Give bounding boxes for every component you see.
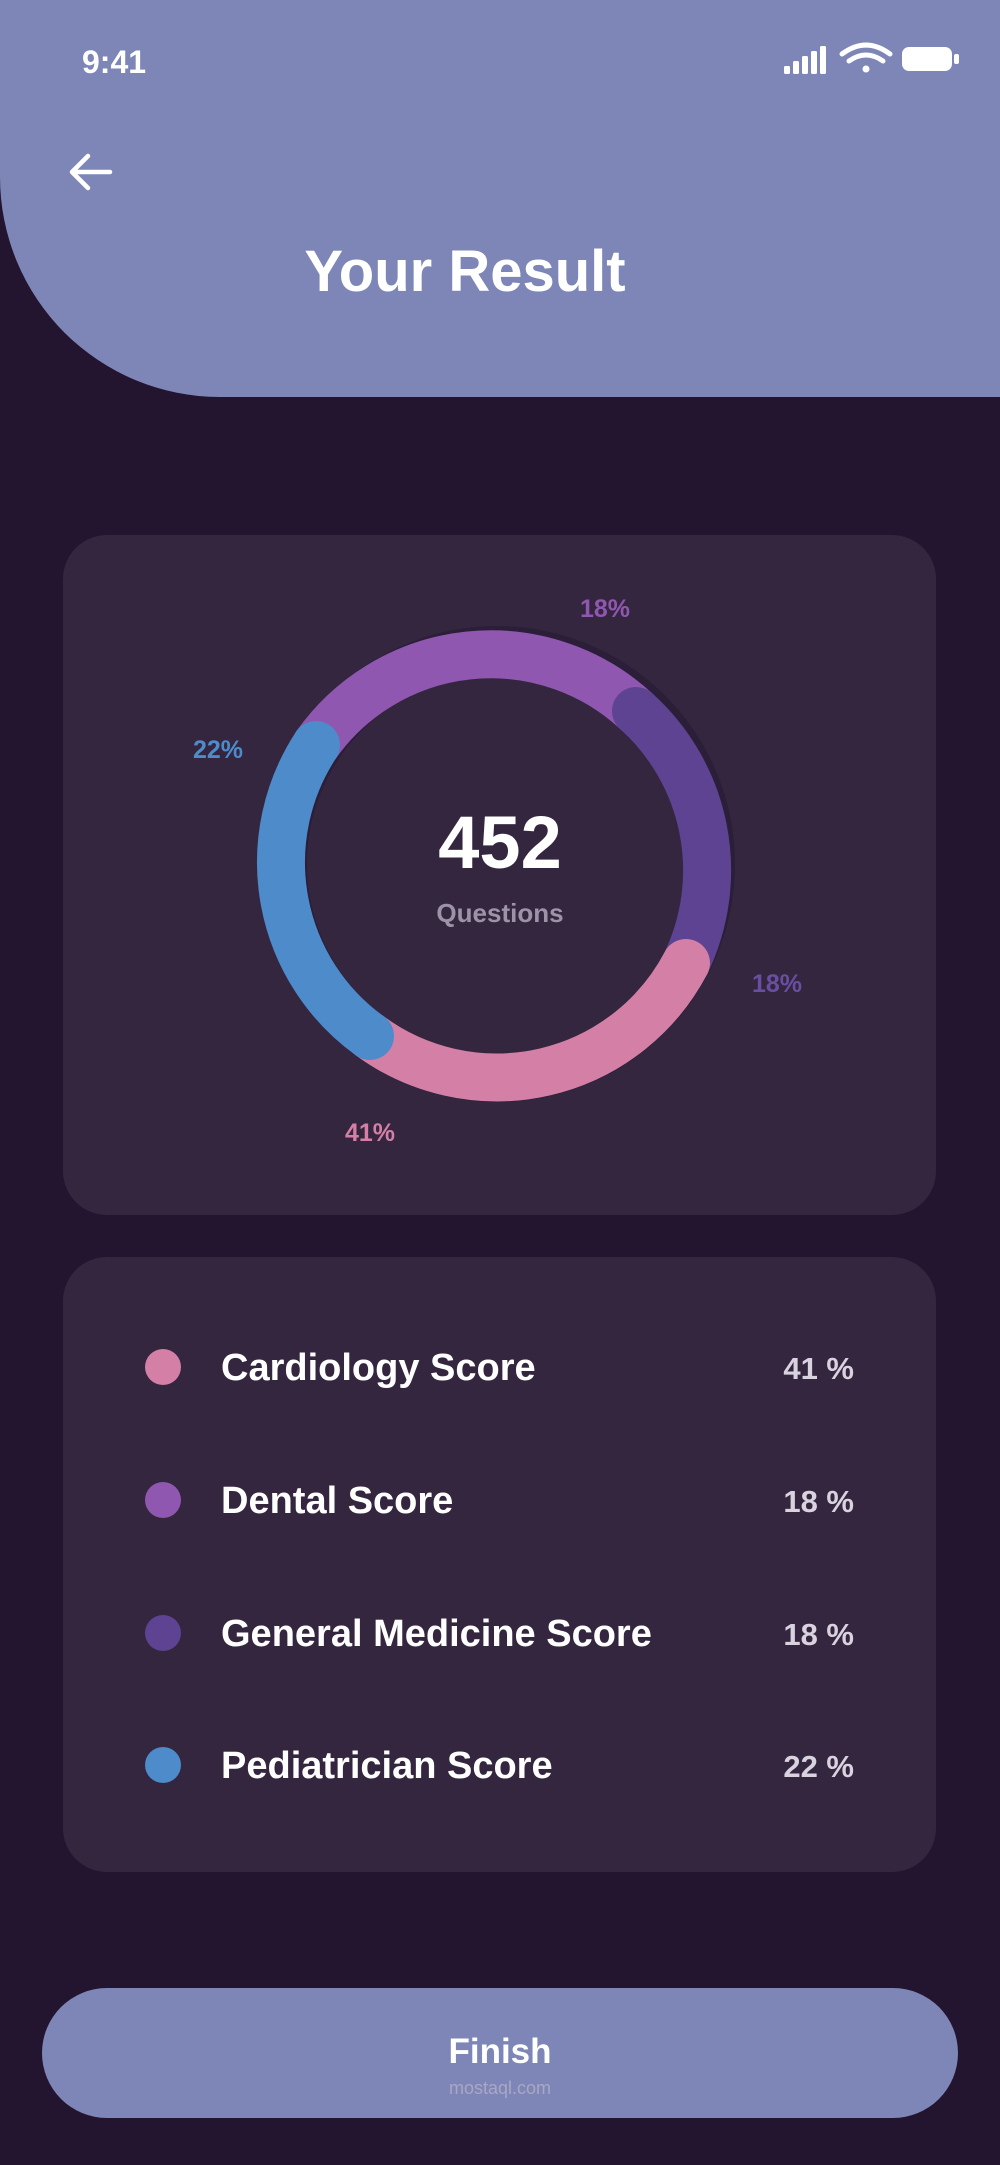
legend-item-general-medicine: General Medicine Score 18 % xyxy=(63,1603,936,1663)
signal-icon xyxy=(784,46,826,74)
donut-segment-dental xyxy=(292,630,660,769)
legend-label: Pediatrician Score xyxy=(221,1745,553,1787)
legend-item-dental: Dental Score 18 % xyxy=(63,1470,936,1530)
legend-item-cardiology: Cardiology Score 41 % xyxy=(63,1337,936,1397)
segment-label-cardiology: 41% xyxy=(345,1119,396,1147)
total-questions-value: 452 xyxy=(438,801,562,884)
legend-dot xyxy=(145,1747,181,1783)
legend-value: 22 % xyxy=(783,1749,854,1784)
wifi-icon xyxy=(839,42,893,73)
legend-label: Dental Score xyxy=(221,1480,454,1522)
legend-value: 18 % xyxy=(783,1484,854,1519)
page-title: Your Result xyxy=(304,239,626,304)
donut-segment-pediatrician xyxy=(257,721,394,1060)
donut-segment-general-medicine xyxy=(612,687,732,987)
status-icons xyxy=(784,42,959,74)
legend-item-pediatrician: Pediatrician Score 22 % xyxy=(63,1735,936,1795)
status-time: 9:41 xyxy=(82,44,147,80)
segment-label-dental: 18% xyxy=(580,595,631,623)
total-questions-label: Questions xyxy=(436,898,564,928)
legend-label: General Medicine Score xyxy=(221,1613,652,1655)
chart-card xyxy=(63,535,936,1215)
donut-chart xyxy=(257,626,735,1102)
battery-icon xyxy=(902,47,959,71)
legend-value: 41 % xyxy=(783,1351,854,1386)
back-arrow-icon[interactable] xyxy=(66,150,116,194)
header: 9:41 Your Result xyxy=(0,0,1000,397)
finish-button[interactable]: Finish xyxy=(42,1988,958,2118)
status-bar: 9:41 xyxy=(0,0,1000,120)
watermark: mostaql.com xyxy=(448,2078,552,2098)
segment-label-general-medicine: 18% xyxy=(752,970,803,998)
segment-label-pediatrician: 22% xyxy=(193,736,244,764)
legend-card: Cardiology Score 41 % Dental Score 18 % … xyxy=(63,1257,936,1872)
legend-label: Cardiology Score xyxy=(221,1347,536,1389)
donut-segment-cardiology xyxy=(346,939,710,1102)
legend-value: 18 % xyxy=(783,1617,854,1652)
finish-button-label: Finish xyxy=(448,2032,552,2071)
legend-dot xyxy=(145,1349,181,1385)
legend-dot xyxy=(145,1482,181,1518)
legend-dot xyxy=(145,1615,181,1651)
